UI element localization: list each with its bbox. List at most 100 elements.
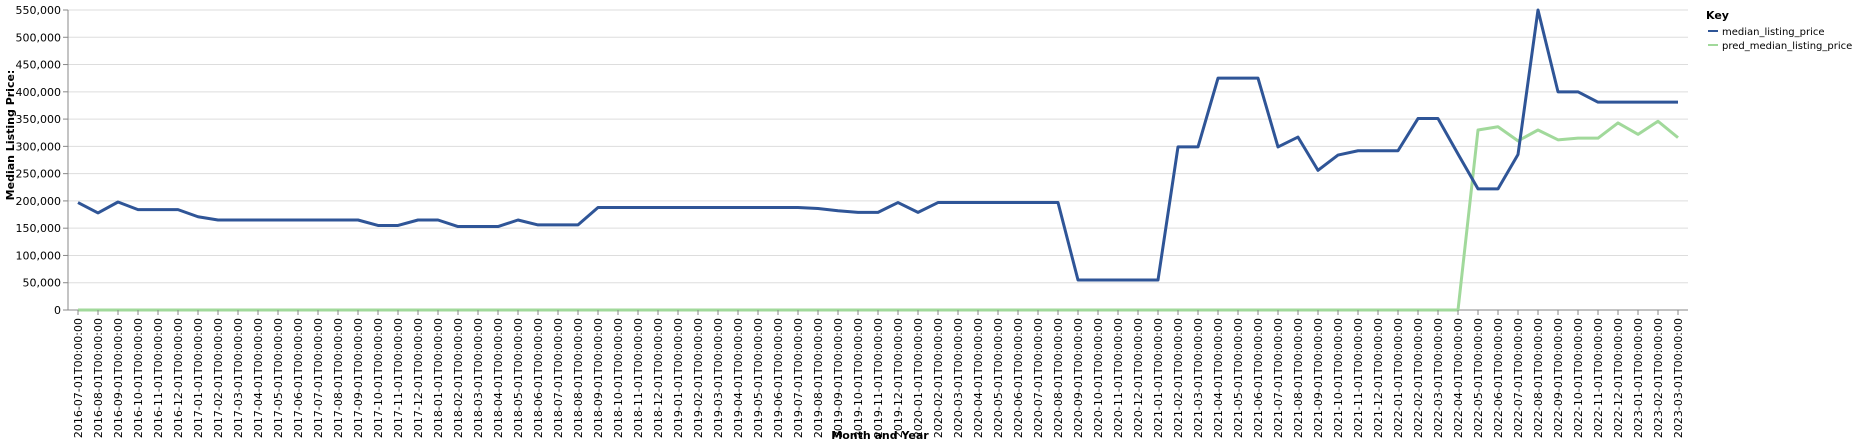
legend-entry: pred_median_listing_price bbox=[1722, 41, 1852, 52]
x-tick-label: 2016-10-01T00:00:00 bbox=[132, 318, 145, 438]
x-tick-label: 2021-05-01T00:00:00 bbox=[1232, 318, 1245, 438]
x-tick-label: 2016-11-01T00:00:00 bbox=[152, 318, 165, 438]
x-tick-label: 2022-02-01T00:00:00 bbox=[1412, 318, 1425, 438]
y-tick-label: 50,000 bbox=[23, 277, 62, 290]
x-tick-label: 2016-09-01T00:00:00 bbox=[112, 318, 125, 438]
x-tick-label: 2022-08-01T00:00:00 bbox=[1532, 318, 1545, 438]
x-tick-label: 2018-07-01T00:00:00 bbox=[552, 318, 565, 438]
x-tick-label: 2018-03-01T00:00:00 bbox=[472, 318, 485, 438]
x-tick-label: 2021-04-01T00:00:00 bbox=[1212, 318, 1225, 438]
x-tick-label: 2020-01-01T00:00:00 bbox=[912, 318, 925, 438]
x-tick-label: 2021-09-01T00:00:00 bbox=[1312, 318, 1325, 438]
x-tick-label: 2022-03-01T00:00:00 bbox=[1432, 318, 1445, 438]
x-tick-label: 2022-07-01T00:00:00 bbox=[1512, 318, 1525, 438]
x-axis-ticks: 2016-07-01T00:00:00 2016-08-01T00:00:00 20… bbox=[72, 310, 1685, 438]
x-tick-label: 2022-10-01T00:00:00 bbox=[1572, 318, 1585, 438]
x-tick-label: 2022-12-01T00:00:00 bbox=[1612, 318, 1625, 438]
x-tick-label: 2018-01-01T00:00:00 bbox=[432, 318, 445, 438]
x-tick-label: 2021-02-01T00:00:00 bbox=[1172, 318, 1185, 438]
x-tick-label: 2019-11-01T00:00:00 bbox=[872, 318, 885, 438]
y-tick-label: 350,000 bbox=[16, 113, 62, 126]
x-tick-label: 2017-11-01T00:00:00 bbox=[392, 318, 405, 438]
x-tick-label: 2019-03-01T00:00:00 bbox=[712, 318, 725, 438]
y-tick-label: 300,000 bbox=[16, 140, 62, 153]
x-tick-label: 2021-11-01T00:00:00 bbox=[1352, 318, 1365, 438]
x-tick-label: 2021-08-01T00:00:00 bbox=[1292, 318, 1305, 438]
x-tick-label: 2022-06-01T00:00:00 bbox=[1492, 318, 1505, 438]
x-tick-label: 2020-05-01T00:00:00 bbox=[992, 318, 1005, 438]
x-tick-label: 2017-06-01T00:00:00 bbox=[292, 318, 305, 438]
y-tick-label: 100,000 bbox=[16, 249, 62, 262]
x-axis-title: Month and Year bbox=[831, 429, 929, 442]
x-tick-label: 2020-10-01T00:00:00 bbox=[1092, 318, 1105, 438]
x-tick-label: 2017-07-01T00:00:00 bbox=[312, 318, 325, 438]
y-tick-label: 400,000 bbox=[16, 86, 62, 99]
x-tick-label: 2020-02-01T00:00:00 bbox=[932, 318, 945, 438]
x-tick-label: 2019-02-01T00:00:00 bbox=[692, 318, 705, 438]
x-tick-label: 2020-11-01T00:00:00 bbox=[1112, 318, 1125, 438]
x-tick-label: 2017-09-01T00:00:00 bbox=[352, 318, 365, 438]
x-tick-label: 2018-06-01T00:00:00 bbox=[532, 318, 545, 438]
y-tick-label: 250,000 bbox=[16, 168, 62, 181]
x-tick-label: 2018-05-01T00:00:00 bbox=[512, 318, 525, 438]
x-tick-label: 2022-05-01T00:00:00 bbox=[1472, 318, 1485, 438]
x-tick-label: 2021-12-01T00:00:00 bbox=[1372, 318, 1385, 438]
x-tick-label: 2019-09-01T00:00:00 bbox=[832, 318, 845, 438]
y-tick-label: 150,000 bbox=[16, 222, 62, 235]
legend-title: Key bbox=[1706, 9, 1729, 22]
y-tick-label: 200,000 bbox=[16, 195, 62, 208]
x-tick-label: 2018-12-01T00:00:00 bbox=[652, 318, 665, 438]
x-tick-label: 2022-11-01T00:00:00 bbox=[1592, 318, 1605, 438]
y-axis-ticks: 0 50,000 100,000 150,000 200,000 250,000 300,0… bbox=[16, 4, 68, 317]
x-tick-label: 2017-04-01T00:00:00 bbox=[252, 318, 265, 438]
x-tick-label: 2020-07-01T00:00:00 bbox=[1032, 318, 1045, 438]
x-tick-label: 2021-03-01T00:00:00 bbox=[1192, 318, 1205, 438]
axes bbox=[67, 10, 1688, 311]
x-tick-label: 2021-10-01T00:00:00 bbox=[1332, 318, 1345, 438]
x-tick-label: 2020-04-01T00:00:00 bbox=[972, 318, 985, 438]
x-tick-label: 2019-04-01T00:00:00 bbox=[732, 318, 745, 438]
x-tick-label: 2019-08-01T00:00:00 bbox=[812, 318, 825, 438]
series-line-pred_median_listing_price bbox=[78, 119, 1679, 312]
x-tick-label: 2021-06-01T00:00:00 bbox=[1252, 318, 1265, 438]
gridlines bbox=[68, 9, 1688, 311]
x-tick-label: 2018-10-01T00:00:00 bbox=[612, 318, 625, 438]
x-tick-label: 2018-04-01T00:00:00 bbox=[492, 318, 505, 438]
legend: Key median_listing_price pred_median_list… bbox=[1706, 9, 1852, 52]
x-tick-label: 2016-08-01T00:00:00 bbox=[92, 318, 105, 438]
x-tick-label: 2023-01-01T00:00:00 bbox=[1632, 318, 1645, 438]
x-tick-label: 2020-09-01T00:00:00 bbox=[1072, 318, 1085, 438]
x-tick-label: 2018-09-01T00:00:00 bbox=[592, 318, 605, 438]
x-tick-label: 2017-08-01T00:00:00 bbox=[332, 318, 345, 438]
x-tick-label: 2018-08-01T00:00:00 bbox=[572, 318, 585, 438]
series-lines bbox=[77, 8, 1679, 312]
x-tick-label: 2017-12-01T00:00:00 bbox=[412, 318, 425, 438]
x-tick-label: 2020-12-01T00:00:00 bbox=[1132, 318, 1145, 438]
x-tick-label: 2019-10-01T00:00:00 bbox=[852, 318, 865, 438]
x-tick-label: 2019-05-01T00:00:00 bbox=[752, 318, 765, 438]
y-tick-label: 550,000 bbox=[16, 4, 62, 17]
x-tick-label: 2020-06-01T00:00:00 bbox=[1012, 318, 1025, 438]
y-tick-label: 0 bbox=[54, 304, 61, 317]
series-line-median_listing_price bbox=[77, 8, 1678, 282]
x-tick-label: 2022-04-01T00:00:00 bbox=[1452, 318, 1465, 438]
x-tick-label: 2019-06-01T00:00:00 bbox=[772, 318, 785, 438]
y-tick-label: 450,000 bbox=[16, 59, 62, 72]
x-tick-label: 2017-03-01T00:00:00 bbox=[232, 318, 245, 438]
y-axis-title: Median Listing Price: bbox=[4, 70, 17, 201]
x-tick-label: 2020-08-01T00:00:00 bbox=[1052, 318, 1065, 438]
x-tick-label: 2023-02-01T00:00:00 bbox=[1652, 318, 1665, 438]
x-tick-label: 2021-07-01T00:00:00 bbox=[1272, 318, 1285, 438]
x-tick-label: 2017-10-01T00:00:00 bbox=[372, 318, 385, 438]
x-tick-label: 2017-01-01T00:00:00 bbox=[192, 318, 205, 438]
x-tick-label: 2019-12-01T00:00:00 bbox=[892, 318, 905, 438]
x-tick-label: 2019-07-01T00:00:00 bbox=[792, 318, 805, 438]
x-tick-label: 2017-05-01T00:00:00 bbox=[272, 318, 285, 438]
legend-entry: median_listing_price bbox=[1722, 27, 1825, 38]
y-tick-label: 500,000 bbox=[16, 31, 62, 44]
x-tick-label: 2018-11-01T00:00:00 bbox=[632, 318, 645, 438]
x-tick-label: 2017-02-01T00:00:00 bbox=[212, 318, 225, 438]
x-tick-label: 2022-09-01T00:00:00 bbox=[1552, 318, 1565, 438]
x-tick-label: 2018-02-01T00:00:00 bbox=[452, 318, 465, 438]
